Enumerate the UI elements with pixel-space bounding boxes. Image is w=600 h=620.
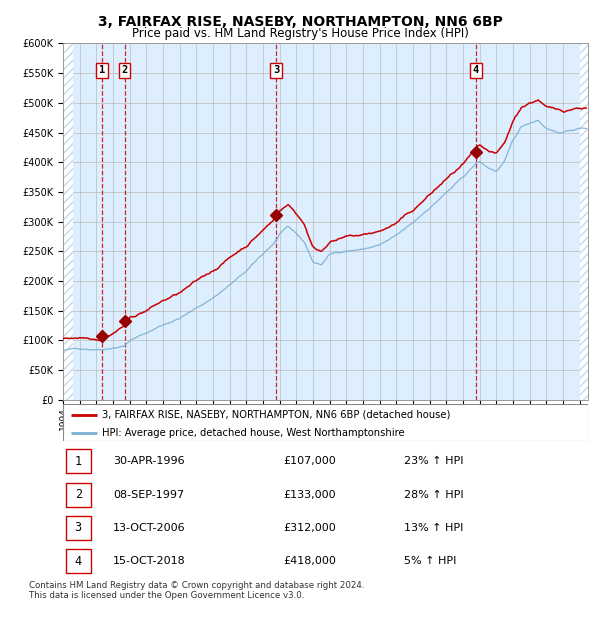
Text: 28% ↑ HPI: 28% ↑ HPI — [404, 490, 464, 500]
Text: 13-OCT-2006: 13-OCT-2006 — [113, 523, 185, 533]
Text: 1: 1 — [99, 65, 105, 75]
Text: £312,000: £312,000 — [284, 523, 336, 533]
Text: 30-APR-1996: 30-APR-1996 — [113, 456, 185, 466]
Bar — [65, 549, 91, 573]
Bar — [65, 450, 91, 473]
Text: 5% ↑ HPI: 5% ↑ HPI — [404, 556, 457, 566]
Text: HPI: Average price, detached house, West Northamptonshire: HPI: Average price, detached house, West… — [103, 428, 405, 438]
Bar — [580, 43, 588, 400]
Text: £133,000: £133,000 — [284, 490, 336, 500]
Bar — [63, 43, 73, 400]
Text: 3, FAIRFAX RISE, NASEBY, NORTHAMPTON, NN6 6BP (detached house): 3, FAIRFAX RISE, NASEBY, NORTHAMPTON, NN… — [103, 410, 451, 420]
Text: £418,000: £418,000 — [284, 556, 337, 566]
Text: 23% ↑ HPI: 23% ↑ HPI — [404, 456, 464, 466]
Text: 2: 2 — [121, 65, 128, 75]
Text: 13% ↑ HPI: 13% ↑ HPI — [404, 523, 464, 533]
Bar — [65, 516, 91, 540]
Text: 1: 1 — [74, 454, 82, 467]
Text: 08-SEP-1997: 08-SEP-1997 — [113, 490, 184, 500]
Text: Price paid vs. HM Land Registry's House Price Index (HPI): Price paid vs. HM Land Registry's House … — [131, 27, 469, 40]
Text: 3: 3 — [273, 65, 279, 75]
Text: 3, FAIRFAX RISE, NASEBY, NORTHAMPTON, NN6 6BP: 3, FAIRFAX RISE, NASEBY, NORTHAMPTON, NN… — [98, 15, 502, 29]
Text: 2: 2 — [74, 488, 82, 501]
Text: Contains HM Land Registry data © Crown copyright and database right 2024.
This d: Contains HM Land Registry data © Crown c… — [29, 581, 364, 600]
Text: 4: 4 — [473, 65, 479, 75]
Text: 3: 3 — [74, 521, 82, 534]
Text: £107,000: £107,000 — [284, 456, 336, 466]
Text: 15-OCT-2018: 15-OCT-2018 — [113, 556, 185, 566]
Bar — [65, 482, 91, 507]
Text: 4: 4 — [74, 555, 82, 568]
